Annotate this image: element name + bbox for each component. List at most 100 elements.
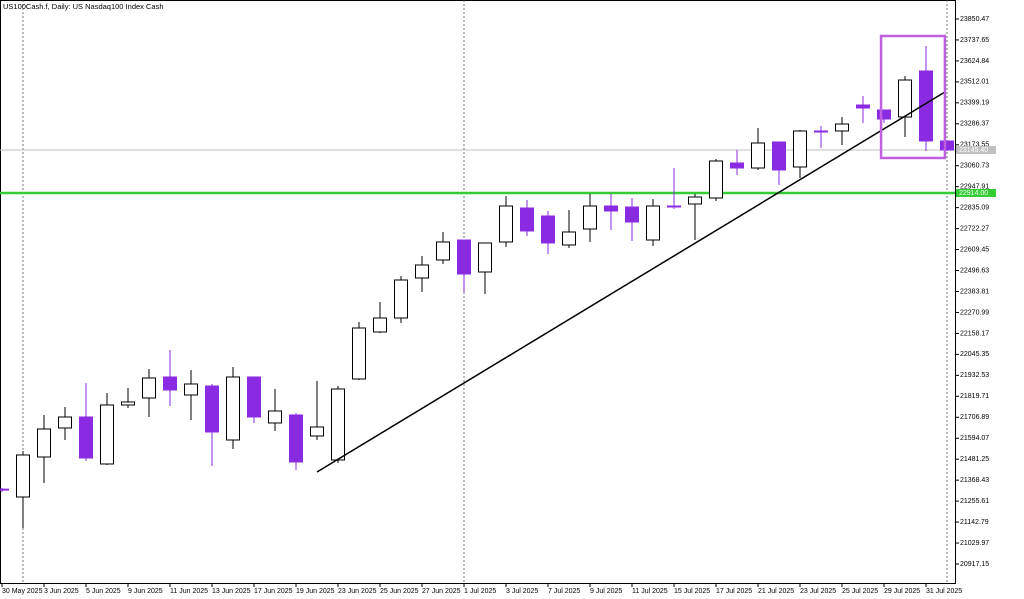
y-tick-label: 23737.65	[960, 37, 989, 44]
y-tick-label: 21368.43	[960, 477, 989, 484]
candle-body	[457, 239, 471, 275]
candle-body	[940, 140, 954, 151]
y-tick-label: 22045.35	[960, 351, 989, 358]
candle-body	[394, 279, 408, 319]
candle-body	[877, 109, 891, 120]
y-tick-label: 21932.53	[960, 372, 989, 379]
candle-body	[184, 383, 198, 396]
candle-body	[856, 104, 870, 109]
price-line-label: 23145.40	[959, 147, 988, 154]
candle-body	[331, 388, 345, 461]
candle-body	[268, 410, 282, 424]
x-tick-label: 17 Jul 2025	[716, 588, 752, 595]
y-tick-label: 23060.73	[960, 163, 989, 170]
plot-frame	[0, 0, 956, 584]
price-line-label-box	[956, 145, 996, 154]
x-tick-label: 7 Jul 2025	[548, 588, 580, 595]
candle-body	[226, 376, 240, 441]
y-tick-label: 21255.61	[960, 498, 989, 505]
x-tick-label: 27 Jun 2025	[422, 588, 461, 595]
x-tick-label: 23 Jun 2025	[338, 588, 377, 595]
candle-body	[37, 428, 51, 458]
x-tick-label: 15 Jul 2025	[674, 588, 710, 595]
trendline	[316, 91, 946, 473]
x-tick-label: 29 Jul 2025	[884, 588, 920, 595]
x-tick-label: 17 Jun 2025	[254, 588, 293, 595]
y-tick-label: 23399.19	[960, 100, 989, 107]
x-tick-label: 9 Jun 2025	[128, 588, 163, 595]
candle-body	[793, 130, 807, 168]
y-tick-label: 22722.27	[960, 225, 989, 232]
candle-body	[898, 79, 912, 118]
x-tick-label: 11 Jul 2025	[632, 588, 668, 595]
y-tick-label: 21706.89	[960, 414, 989, 421]
candle-body	[415, 264, 429, 279]
y-tick-label: 21594.07	[960, 435, 989, 442]
candle-body	[709, 160, 723, 199]
x-tick-label: 11 Jun 2025	[170, 588, 208, 595]
x-tick-label: 3 Jun 2025	[44, 588, 79, 595]
candle-body	[520, 207, 534, 232]
candle-body	[751, 142, 765, 169]
candle-body	[436, 241, 450, 261]
candle-body	[352, 327, 366, 380]
candle-body	[142, 377, 156, 399]
x-tick-label: 1 Jul 2025	[464, 588, 496, 595]
y-tick-label: 20917.15	[960, 561, 989, 568]
x-tick-label: 23 Jul 2025	[800, 588, 836, 595]
y-tick-label: 22496.63	[960, 267, 989, 274]
x-tick-label: 30 May 2025	[2, 588, 43, 595]
candle-body	[16, 454, 30, 498]
highlight-box	[879, 34, 947, 160]
candle-body	[772, 141, 786, 171]
x-tick-label: 19 Jun 2025	[296, 588, 335, 595]
candle-body	[835, 123, 849, 132]
candle-body	[625, 206, 639, 223]
candle-body	[667, 205, 681, 208]
y-tick-label: 22158.17	[960, 330, 989, 337]
y-tick-label: 22609.45	[960, 246, 989, 253]
candle-body	[499, 205, 513, 243]
y-tick-label: 21142.79	[960, 519, 989, 526]
candle-body	[205, 385, 219, 433]
x-tick-label: 21 Jul 2025	[758, 588, 794, 595]
y-tick-label: 23850.47	[960, 16, 989, 23]
y-tick-label: 22383.81	[960, 288, 989, 295]
y-tick-label: 22270.99	[960, 309, 989, 316]
candle-body	[541, 215, 555, 244]
candle-body	[100, 404, 114, 465]
y-tick-label: 21819.71	[960, 393, 989, 400]
y-tick-label: 22947.91	[960, 184, 989, 191]
candle-body	[814, 130, 828, 133]
candle-body	[730, 162, 744, 169]
candle-body	[58, 416, 72, 429]
candle-body	[604, 205, 618, 212]
level-line-label-box	[956, 188, 996, 197]
candle-body	[0, 488, 9, 491]
y-tick-label: 22835.09	[960, 204, 989, 211]
y-tick-label: 21481.25	[960, 456, 989, 463]
candle-body	[688, 196, 702, 205]
candle-body	[310, 426, 324, 437]
candle-body	[478, 242, 492, 273]
x-tick-label: 25 Jul 2025	[842, 588, 878, 595]
y-tick-label: 23286.37	[960, 121, 989, 128]
candle-body	[121, 401, 135, 406]
x-tick-label: 25 Jun 2025	[380, 588, 419, 595]
y-tick-label: 23173.55	[960, 142, 989, 149]
y-tick-label: 21029.97	[960, 540, 989, 547]
candle-body	[583, 205, 597, 230]
candle-body	[163, 376, 177, 391]
candle-body	[919, 70, 933, 142]
candle-body	[289, 414, 303, 463]
candle-body	[79, 416, 93, 459]
x-tick-label: 31 Jul 2025	[926, 588, 962, 595]
x-tick-label: 9 Jul 2025	[590, 588, 622, 595]
y-tick-label: 23512.01	[960, 79, 989, 86]
level-line-label: 22914.00	[959, 190, 988, 197]
candle-body	[562, 231, 576, 246]
x-tick-label: 13 Jun 2025	[212, 588, 251, 595]
chart-title: US100Cash.f, Daily: US Nasdaq100 Index C…	[3, 2, 164, 11]
